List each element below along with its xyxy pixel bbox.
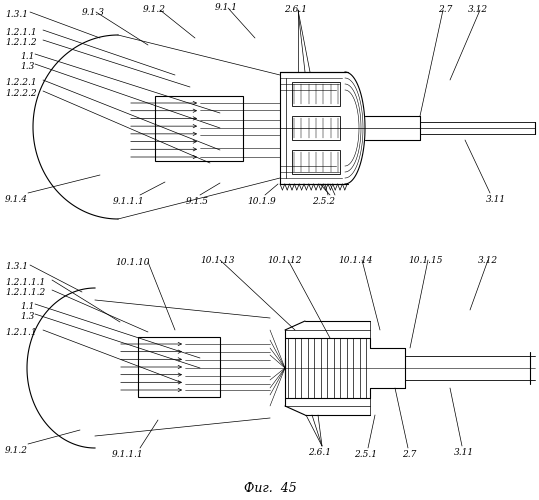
Text: 2.6.1: 2.6.1 [308, 448, 331, 457]
Text: 9.1.1: 9.1.1 [215, 3, 238, 12]
Text: 1.1: 1.1 [20, 52, 34, 61]
Bar [292, 150, 340, 174]
Text: 10.1.10: 10.1.10 [115, 258, 149, 267]
Text: 1.2.2.2: 1.2.2.2 [5, 89, 37, 98]
Text: 1.3.1: 1.3.1 [5, 10, 28, 19]
Text: 1.3: 1.3 [20, 312, 34, 321]
Text: 3.12: 3.12 [468, 5, 488, 14]
Text: 1.2.1.1: 1.2.1.1 [5, 328, 37, 337]
Text: 1.2.2.1: 1.2.2.1 [5, 78, 37, 87]
Text: 9.1.5: 9.1.5 [186, 197, 209, 206]
Text: 1.3.1: 1.3.1 [5, 262, 28, 271]
Text: 10.1.15: 10.1.15 [408, 256, 443, 265]
Text: 1.3: 1.3 [20, 62, 34, 71]
Text: 9.1.2: 9.1.2 [143, 5, 166, 14]
Text: 10.1.12: 10.1.12 [267, 256, 301, 265]
Text: 1.2.1.1.2: 1.2.1.1.2 [5, 288, 45, 297]
Text: 10.1.14: 10.1.14 [338, 256, 372, 265]
Text: 9.1.3: 9.1.3 [82, 8, 105, 17]
Text: 2.7: 2.7 [438, 5, 452, 14]
Bar [292, 116, 340, 140]
Text: 2.7: 2.7 [402, 450, 416, 459]
Text: 9.1.1.1: 9.1.1.1 [113, 197, 144, 206]
Text: 1.1: 1.1 [20, 302, 34, 311]
Text: Фиг.  45: Фиг. 45 [244, 482, 296, 494]
Text: 3.11: 3.11 [486, 195, 506, 204]
Text: 2.5.1: 2.5.1 [354, 450, 377, 459]
Bar [155, 96, 243, 161]
Bar [138, 337, 220, 397]
Text: 1.2.1.1.1: 1.2.1.1.1 [5, 278, 45, 287]
Text: 2.6.1: 2.6.1 [284, 5, 307, 14]
Text: 9.1.2: 9.1.2 [5, 446, 28, 455]
Text: 3.12: 3.12 [478, 256, 498, 265]
Text: 10.1.9: 10.1.9 [247, 197, 276, 206]
Text: 10.1.13: 10.1.13 [200, 256, 234, 265]
Text: 9.1.4: 9.1.4 [5, 195, 28, 204]
Bar [292, 82, 340, 106]
Text: 1.2.1.1: 1.2.1.1 [5, 28, 37, 37]
Text: 3.11: 3.11 [454, 448, 474, 457]
Text: 2.5.2: 2.5.2 [312, 197, 335, 206]
Text: 1.2.1.2: 1.2.1.2 [5, 38, 37, 47]
Text: 9.1.1.1: 9.1.1.1 [112, 450, 143, 459]
